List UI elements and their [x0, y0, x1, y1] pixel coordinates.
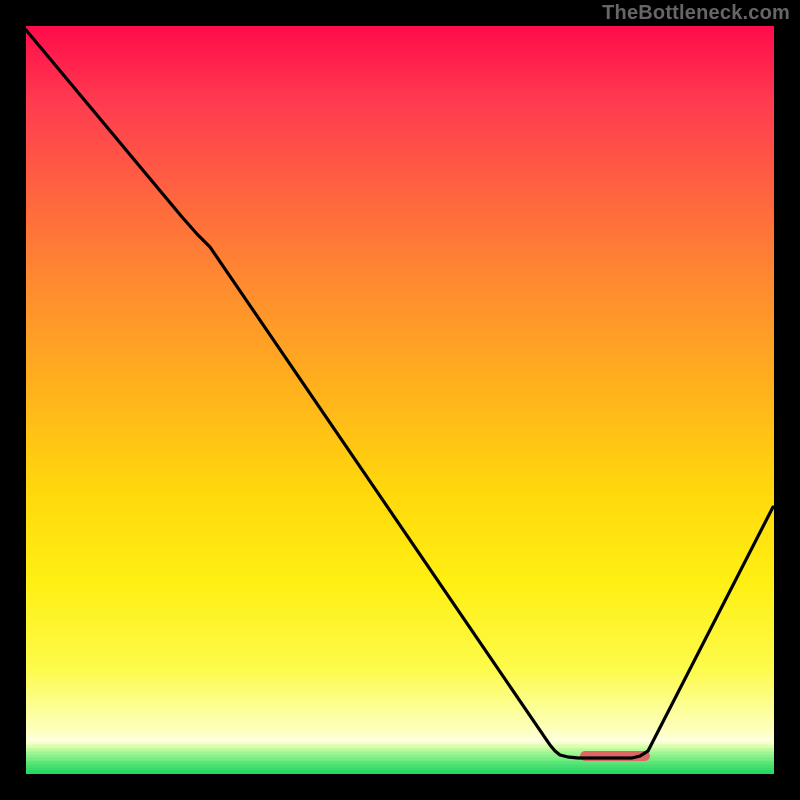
chart-root: TheBottleneck.com	[0, 0, 800, 800]
watermark-text: TheBottleneck.com	[602, 2, 790, 25]
gradient-background	[26, 26, 774, 774]
plot-border-bottom	[0, 774, 800, 800]
plot-border-right	[774, 0, 800, 800]
plot-border-left	[0, 0, 26, 800]
safe-zone-marker	[580, 751, 650, 761]
